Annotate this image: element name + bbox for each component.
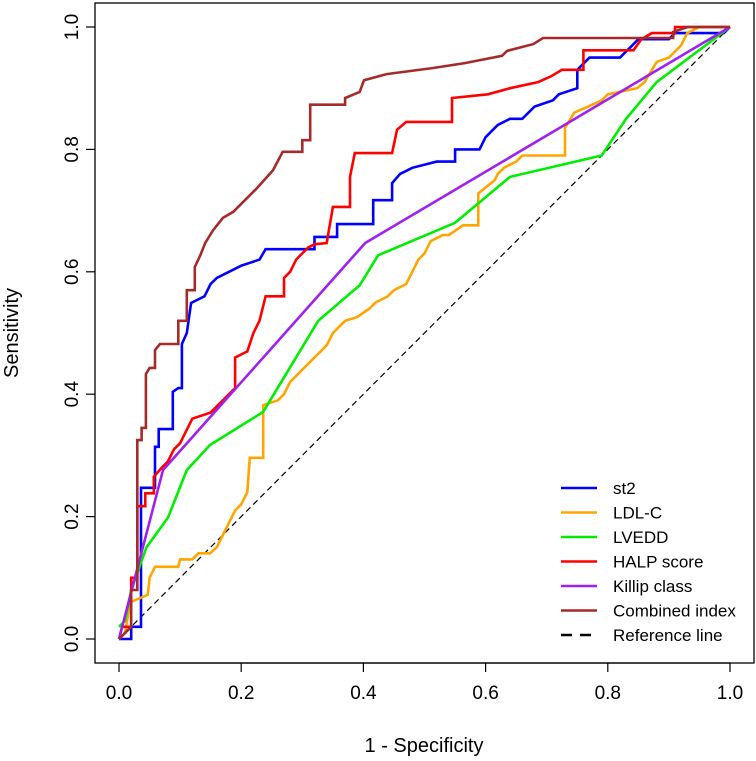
legend-item: Combined index: [561, 602, 736, 621]
curve-halp-score: [117, 25, 730, 640]
legend-item: Killip class: [561, 577, 692, 596]
curve-st2: [119, 26, 731, 641]
legend-label: LDL-C: [613, 504, 662, 523]
y-tick-label: 0.8: [62, 136, 83, 162]
y-tick-label: 0.0: [62, 626, 83, 652]
legend-label: HALP score: [613, 553, 703, 572]
x-tick-label: 0.0: [106, 683, 132, 704]
curves: [117, 25, 731, 641]
x-tick-label: 0.4: [350, 683, 377, 704]
x-axis-label: 1 - Specificity: [365, 735, 484, 757]
y-tick-label: 0.6: [62, 259, 83, 285]
y-tick-label: 0.4: [62, 381, 83, 408]
legend-label: Combined index: [613, 602, 736, 621]
x-axis: 0.0 0.2 0.4 0.6 0.8 1.0: [106, 662, 743, 704]
legend-label: Killip class: [613, 577, 692, 596]
curve-killip-class: [117, 25, 731, 640]
curve-reference-line: [118, 26, 731, 640]
y-tick-label: 0.2: [62, 503, 83, 529]
y-axis: 0.0 0.2 0.4 0.6 0.8 1.0: [62, 14, 95, 652]
legend-label: Reference line: [613, 626, 723, 645]
x-tick-label: 0.2: [228, 683, 254, 704]
legend-item: LDL-C: [561, 504, 662, 523]
legend-item: st2: [561, 479, 636, 498]
legend-item: Reference line: [561, 626, 723, 645]
legend-item: HALP score: [561, 553, 703, 572]
y-axis-label: Sensitivity: [1, 288, 23, 378]
curve-ldl-c: [118, 25, 730, 640]
x-tick-label: 1.0: [717, 683, 743, 704]
x-tick-label: 0.8: [595, 683, 621, 704]
legend-label: LVEDD: [613, 528, 668, 547]
curve-combined-index: [118, 25, 730, 640]
x-tick-label: 0.6: [472, 683, 498, 704]
curve-lvedd: [118, 25, 731, 628]
legend-label: st2: [613, 479, 636, 498]
y-tick-label: 1.0: [62, 14, 83, 40]
legend: st2 LDL-C LVEDD HALP score Killip class Combi…: [561, 479, 736, 645]
legend-item: LVEDD: [561, 528, 668, 547]
